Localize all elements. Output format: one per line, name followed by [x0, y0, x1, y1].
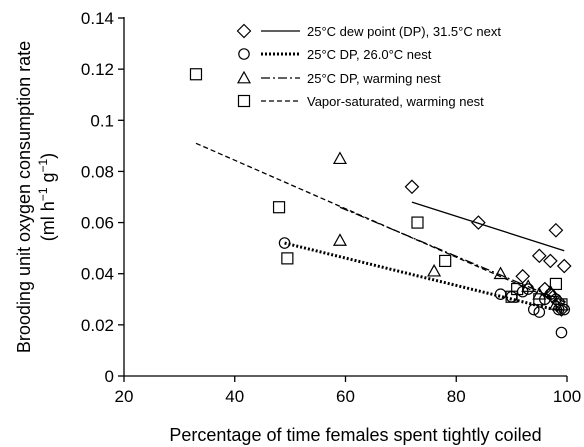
- x-tick-label: 100: [553, 387, 581, 406]
- fit-line-triangle: [339, 206, 565, 303]
- fit-line-diamond: [411, 201, 565, 252]
- x-tick-label: 40: [225, 387, 244, 406]
- legend-label: 25°C DP, warming nest: [307, 71, 441, 86]
- data-point-triangle: [332, 233, 347, 246]
- y-tick-label: 0.12: [81, 60, 114, 79]
- data-point-diamond: [531, 248, 547, 264]
- x-tick-label: 80: [447, 387, 466, 406]
- data-point-circle: [278, 237, 291, 249]
- y-tick-label: 0.04: [81, 265, 114, 284]
- legend-label: 25°C dew point (DP), 31.5°C next: [307, 24, 501, 39]
- fit-line-square: [195, 142, 565, 305]
- legend-marker-square: [237, 94, 251, 108]
- data-point-triangle: [332, 151, 347, 165]
- data-point-triangle: [543, 284, 558, 298]
- data-point-triangle: [521, 279, 536, 292]
- data-point-square: [439, 254, 452, 268]
- data-point-square: [189, 68, 203, 81]
- x-axis-title: Percentage of time females spent tightly…: [169, 425, 541, 445]
- legend-marker-triangle: [236, 70, 252, 84]
- data-point-triangle: [493, 266, 508, 280]
- y-unit-prefix: (ml h: [38, 201, 58, 241]
- y-tick-label: 0: [105, 367, 114, 386]
- data-point-diamond: [515, 268, 531, 284]
- data-point-square: [533, 293, 546, 306]
- y-unit-sup-1: −1: [36, 187, 50, 201]
- x-tick-label: 60: [336, 387, 355, 406]
- y-tick-label: 0.08: [81, 162, 114, 181]
- legend-marker-circle: [238, 48, 250, 60]
- legend-label: 25°C DP, 26.0°C nest: [307, 47, 432, 62]
- y-ticks: 0 0.02 0.04 0.06 0.08 0.1 0.12 0.14: [81, 9, 124, 386]
- data-point-square: [511, 282, 524, 296]
- data-point-diamond: [556, 258, 572, 274]
- fit-lines: [195, 142, 565, 314]
- fit-line-circle: [284, 241, 565, 314]
- legend: 25°C dew point (DP), 31.5°C next 25°C DP,…: [236, 23, 501, 109]
- y-unit-mid: g: [38, 172, 58, 187]
- data-point-circle: [555, 326, 568, 339]
- x-tick-label: 20: [115, 387, 134, 406]
- legend-label: Vapor-saturated, warming nest: [307, 94, 484, 109]
- data-point-square: [272, 201, 286, 214]
- data-point-circle: [533, 306, 546, 318]
- data-point-square: [411, 216, 424, 229]
- data-point-diamond: [543, 253, 558, 269]
- data-point-square: [555, 298, 568, 311]
- y-unit-sup-2: −1: [36, 158, 50, 172]
- y-tick-label: 0.02: [81, 316, 114, 335]
- data-point-square: [281, 252, 294, 265]
- data-point-square: [549, 277, 563, 291]
- y-axis-title: Brooding unit oxygen consumption rate: [14, 41, 34, 353]
- data-points: [189, 68, 572, 339]
- data-point-diamond: [554, 302, 569, 317]
- data-point-triangle: [427, 263, 442, 277]
- data-point-diamond: [548, 222, 564, 238]
- y-unit-suffix: ): [38, 153, 58, 159]
- legend-marker-diamond: [236, 23, 252, 39]
- data-point-diamond: [404, 179, 420, 195]
- data-point-diamond: [471, 215, 486, 230]
- y-tick-label: 0.14: [81, 9, 114, 28]
- y-tick-label: 0.1: [90, 111, 114, 130]
- x-ticks: 20 40 60 80 100: [115, 376, 581, 406]
- y-axis-unit: (ml h−1 g−1): [36, 153, 58, 241]
- data-point-circle: [494, 288, 507, 300]
- y-tick-label: 0.06: [81, 214, 114, 233]
